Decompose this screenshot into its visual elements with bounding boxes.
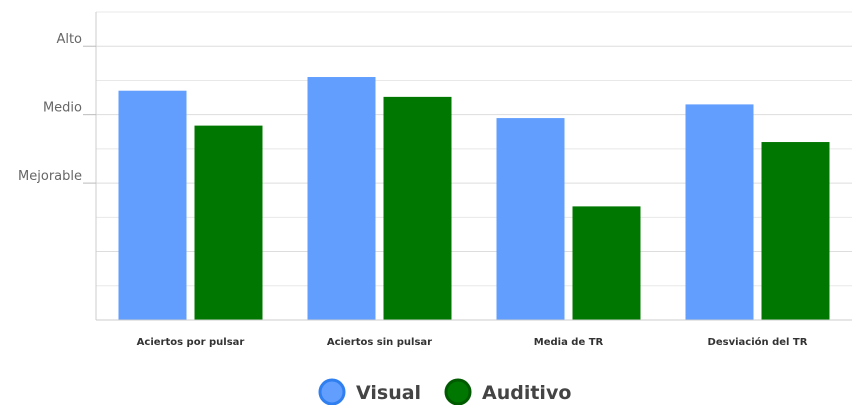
legend-swatch — [318, 378, 346, 405]
legend: Visual Auditivo — [318, 378, 571, 405]
y-tick-label: Mejorable — [18, 169, 82, 184]
y-tick-label: Medio — [43, 101, 82, 116]
legend-swatch — [444, 378, 472, 405]
legend-label: Visual — [356, 382, 421, 404]
legend-label: Auditivo — [482, 382, 571, 404]
x-tick-label: Desviación del TR — [708, 336, 808, 348]
bars — [118, 77, 830, 321]
x-tick-label: Media de TR — [534, 337, 604, 348]
x-tick-label: Aciertos sin pulsar — [327, 337, 432, 348]
bar-visual-3[interactable] — [496, 118, 565, 320]
x-axis: Aciertos por pulsar Aciertos sin pulsar Me… — [96, 319, 852, 348]
bar-visual-1[interactable] — [118, 90, 187, 320]
y-axis: Mejorable Medio Alto — [18, 12, 97, 320]
legend-item-visual[interactable]: Visual — [318, 378, 421, 405]
bar-auditivo-4[interactable] — [761, 142, 830, 320]
bar-auditivo-1[interactable] — [194, 125, 263, 321]
bar-auditivo-3[interactable] — [572, 206, 641, 320]
legend-item-auditivo[interactable]: Auditivo — [444, 378, 571, 405]
bar-visual-2[interactable] — [307, 77, 376, 321]
bar-auditivo-2[interactable] — [383, 96, 452, 320]
bar-visual-4[interactable] — [685, 104, 754, 321]
y-tick-label: Alto — [56, 32, 82, 47]
x-tick-label: Aciertos por pulsar — [137, 337, 245, 348]
